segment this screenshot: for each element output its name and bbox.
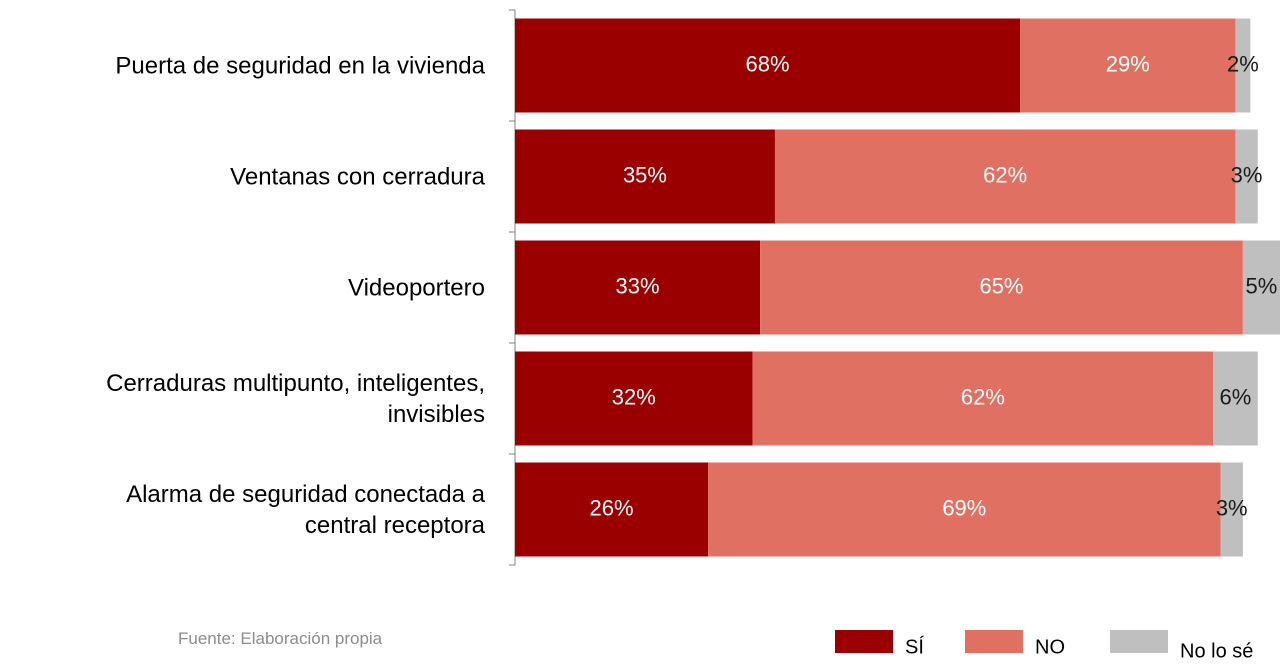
- legend-label: No lo sé: [1180, 640, 1254, 663]
- bar-segment: [1235, 129, 1258, 224]
- value-label: 3%: [1216, 495, 1248, 520]
- bar-segment: [515, 351, 753, 446]
- legend-swatch: [835, 630, 893, 653]
- bar-segment: [1213, 351, 1258, 446]
- value-label: 6%: [1220, 384, 1252, 409]
- bar-segment: [1020, 18, 1236, 113]
- value-label: 65%: [979, 273, 1023, 298]
- bar-segment: [1242, 240, 1280, 335]
- bar-segment: [515, 462, 709, 557]
- value-label: 2%: [1227, 51, 1259, 76]
- value-label: 3%: [1231, 162, 1263, 187]
- value-label: 62%: [983, 162, 1027, 187]
- value-label: 29%: [1106, 51, 1150, 76]
- category-label: Ventanas con cerradura: [230, 163, 485, 190]
- bar-segment: [515, 240, 761, 335]
- bar-segment: [708, 462, 1221, 557]
- value-label: 26%: [590, 495, 634, 520]
- category-label: Puerta de seguridad en la vivienda: [115, 52, 485, 79]
- bar-segment: [515, 18, 1021, 113]
- category-label: Alarma de seguridad conectada a central …: [126, 480, 485, 539]
- category-label: Videoportero: [348, 274, 485, 301]
- value-label: 33%: [616, 273, 660, 298]
- value-label: 35%: [623, 162, 667, 187]
- category-label: Cerraduras multipunto, inteligentes, inv…: [106, 369, 485, 428]
- legend-label: NO: [1035, 636, 1065, 659]
- source-note: Fuente: Elaboración propia: [178, 629, 383, 648]
- bar-segment: [515, 129, 775, 224]
- value-label: 62%: [961, 384, 1005, 409]
- bar-segment: [774, 129, 1236, 224]
- bar-segment: [1220, 462, 1243, 557]
- bar-segment: [752, 351, 1214, 446]
- legend-swatch: [1110, 630, 1168, 653]
- legend-label: SÍ: [905, 636, 924, 659]
- value-label: 5%: [1246, 273, 1278, 298]
- value-label: 68%: [746, 51, 790, 76]
- value-label: 69%: [942, 495, 986, 520]
- bar-segment: [760, 240, 1243, 335]
- value-label: 32%: [612, 384, 656, 409]
- legend-swatch: [965, 630, 1023, 653]
- bar-segment: [1235, 18, 1251, 113]
